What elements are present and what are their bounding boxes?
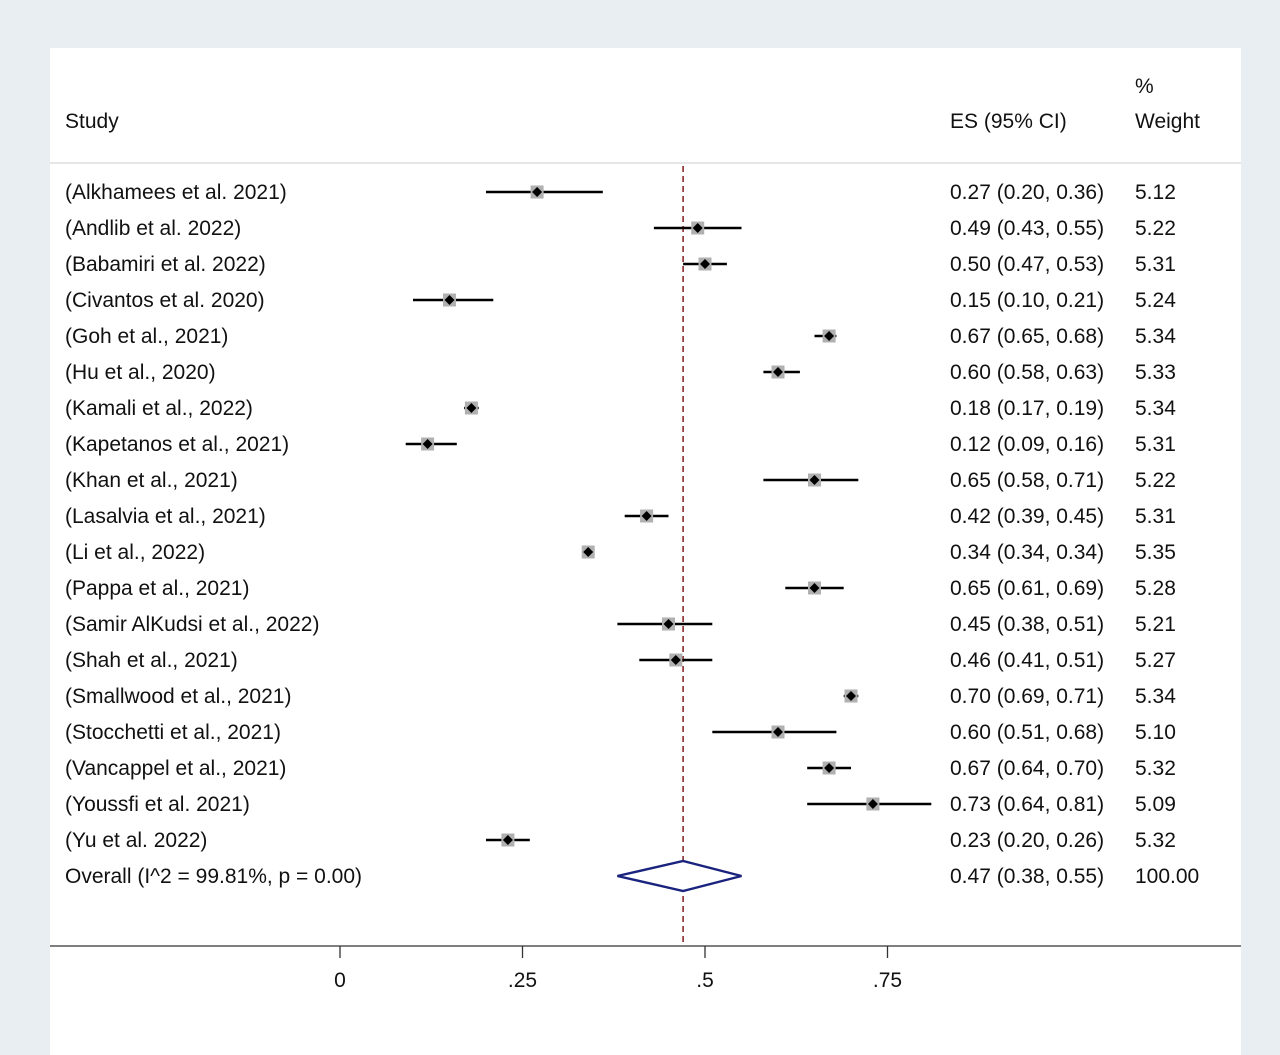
x-tick-label: .5 [696, 969, 714, 992]
header: Study ES (95% CI) % Weight [65, 75, 1200, 133]
study-label: (Youssfi et al. 2021) [65, 793, 250, 816]
x-tick-label: 0 [334, 969, 346, 992]
es-ci-text: 0.70 (0.69, 0.71) [950, 685, 1104, 708]
weight-text: 5.31 [1135, 253, 1176, 276]
point-estimate-marker [670, 655, 681, 665]
es-ci-text: 0.15 (0.10, 0.21) [950, 289, 1104, 312]
study-label: (Li et al., 2022) [65, 541, 205, 564]
study-label: (Babamiri et al. 2022) [65, 253, 266, 276]
es-ci-text: 0.67 (0.65, 0.68) [950, 325, 1104, 348]
study-label: (Yu et al. 2022) [65, 829, 207, 852]
weight-text: 5.32 [1135, 757, 1176, 780]
weight-text: 5.28 [1135, 577, 1176, 600]
point-estimate-marker [846, 691, 856, 701]
weight-text: 5.31 [1135, 433, 1176, 456]
study-label: (Lasalvia et al., 2021) [65, 505, 266, 528]
study-label: (Hu et al., 2020) [65, 361, 216, 384]
weight-text: 5.22 [1135, 217, 1176, 240]
weight-header-percent: % [1135, 75, 1154, 98]
point-estimate-marker [773, 367, 783, 377]
weight-text: 5.31 [1135, 505, 1176, 528]
es-ci-text: 0.27 (0.20, 0.36) [950, 181, 1104, 204]
weight-text: 5.12 [1135, 181, 1176, 204]
point-estimate-marker [502, 835, 513, 845]
weight-text: 5.24 [1135, 289, 1176, 312]
point-estimate-marker [867, 799, 878, 809]
weight-text: 5.34 [1135, 325, 1176, 348]
es-ci-text: 0.46 (0.41, 0.51) [950, 649, 1104, 672]
es-ci-text: 0.12 (0.09, 0.16) [950, 433, 1104, 456]
study-label: (Kapetanos et al., 2021) [65, 433, 289, 456]
es-ci-text: 0.18 (0.17, 0.19) [950, 397, 1104, 420]
x-axis: 0 .25 .5 .75 [50, 945, 1241, 992]
plot-area [405, 166, 932, 946]
weight-text: 5.34 [1135, 685, 1176, 708]
es-ci-text: 0.42 (0.39, 0.45) [950, 505, 1104, 528]
study-label: (Smallwood et al., 2021) [65, 685, 291, 708]
weight-text: 5.10 [1135, 721, 1176, 744]
study-label: (Stocchetti et al., 2021) [65, 721, 281, 744]
weight-text: 5.27 [1135, 649, 1176, 672]
es-ci-text: 0.67 (0.64, 0.70) [950, 757, 1104, 780]
study-label: (Alkhamees et al. 2021) [65, 181, 287, 204]
point-estimate-marker [809, 475, 820, 485]
study-label: (Samir AlKudsi et al., 2022) [65, 613, 319, 636]
overall-label: Overall (I^2 = 99.81%, p = 0.00) [65, 865, 362, 888]
es-ci-text: 0.49 (0.43, 0.55) [950, 217, 1104, 240]
study-label: (Kamali et al., 2022) [65, 397, 253, 420]
study-label: (Khan et al., 2021) [65, 469, 238, 492]
forest-plot: Study ES (95% CI) % Weight (Alkhamees et… [50, 75, 1241, 992]
weight-text: 5.35 [1135, 541, 1176, 564]
point-estimate-marker [641, 511, 652, 521]
forest-plot-panel: Study ES (95% CI) % Weight (Alkhamees et… [50, 48, 1241, 1055]
study-label: (Civantos et al. 2020) [65, 289, 265, 312]
point-estimate-marker [444, 295, 455, 305]
study-rows: (Alkhamees et al. 2021) 0.27 (0.20, 0.36)… [65, 181, 1199, 888]
es-ci-text: 0.34 (0.34, 0.34) [950, 541, 1104, 564]
point-estimate-marker [824, 331, 835, 341]
study-header: Study [65, 110, 119, 133]
point-estimate-marker [824, 763, 835, 773]
x-tick-label: .25 [508, 969, 537, 992]
weight-text: 5.21 [1135, 613, 1176, 636]
es-ci-text: 0.65 (0.58, 0.71) [950, 469, 1104, 492]
es-ci-text: 0.73 (0.64, 0.81) [950, 793, 1104, 816]
point-estimate-marker [583, 547, 594, 557]
x-tick-label: .75 [873, 969, 902, 992]
point-estimate-marker [700, 259, 710, 269]
study-label: (Pappa et al., 2021) [65, 577, 249, 600]
study-label: (Shah et al., 2021) [65, 649, 238, 672]
study-label: (Andlib et al. 2022) [65, 217, 241, 240]
weight-text: 5.32 [1135, 829, 1176, 852]
point-estimate-marker [809, 583, 820, 593]
study-label: (Goh et al., 2021) [65, 325, 228, 348]
es-ci-text: 0.60 (0.58, 0.63) [950, 361, 1104, 384]
weight-text: 5.33 [1135, 361, 1176, 384]
weight-header-label: Weight [1135, 110, 1200, 133]
point-estimate-marker [692, 223, 703, 233]
study-label: (Vancappel et al., 2021) [65, 757, 286, 780]
es-ci-text: 0.23 (0.20, 0.26) [950, 829, 1104, 852]
overall-diamond [617, 859, 742, 893]
weight-text: 5.22 [1135, 469, 1176, 492]
point-estimate-marker [773, 727, 783, 737]
point-estimate-marker [466, 403, 477, 413]
es-ci-text: 0.60 (0.51, 0.68) [950, 721, 1104, 744]
overall-weight-text: 100.00 [1135, 865, 1199, 888]
point-estimate-marker [422, 439, 433, 449]
point-estimate-marker [663, 619, 674, 629]
point-estimate-marker [532, 187, 543, 197]
overall-es-ci-text: 0.47 (0.38, 0.55) [950, 865, 1104, 888]
weight-text: 5.34 [1135, 397, 1176, 420]
es-ci-text: 0.45 (0.38, 0.51) [950, 613, 1104, 636]
weight-text: 5.09 [1135, 793, 1176, 816]
es-ci-text: 0.65 (0.61, 0.69) [950, 577, 1104, 600]
es-header: ES (95% CI) [950, 110, 1067, 133]
es-ci-text: 0.50 (0.47, 0.53) [950, 253, 1104, 276]
